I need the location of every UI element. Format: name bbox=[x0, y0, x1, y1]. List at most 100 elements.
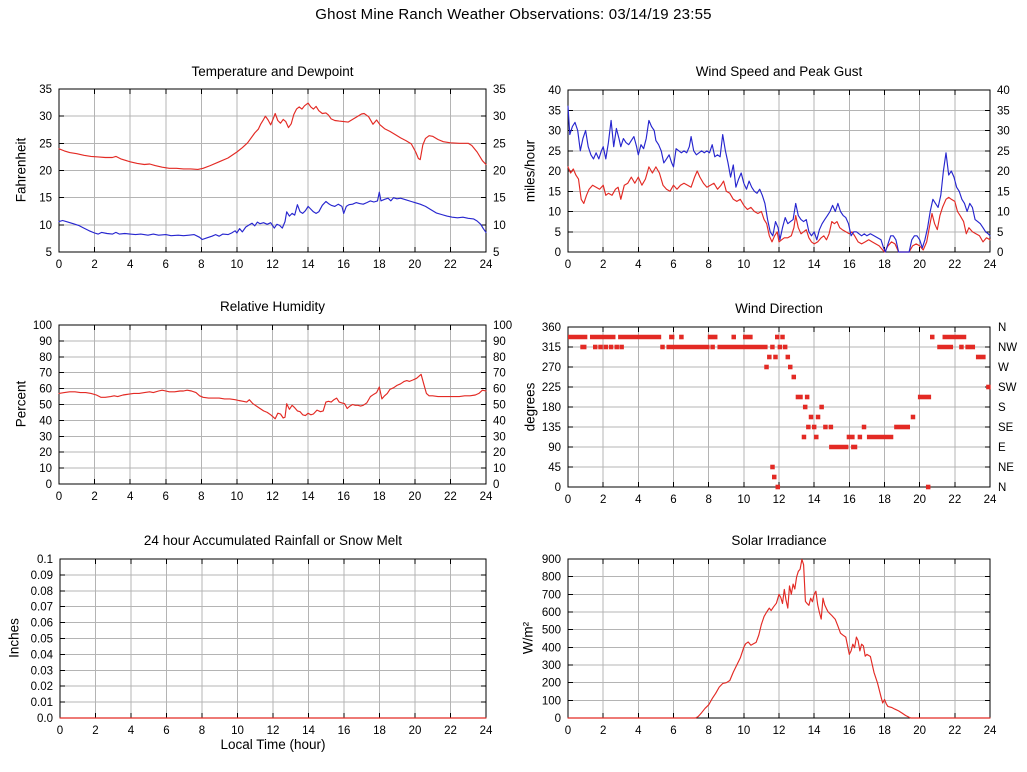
svg-text:25: 25 bbox=[997, 146, 1010, 158]
svg-text:E: E bbox=[998, 442, 1006, 454]
svg-text:22: 22 bbox=[948, 259, 961, 271]
svg-text:400: 400 bbox=[542, 642, 561, 654]
svg-text:20: 20 bbox=[913, 494, 926, 506]
svg-text:50: 50 bbox=[39, 400, 52, 412]
svg-text:225: 225 bbox=[542, 382, 561, 394]
svg-text:24: 24 bbox=[480, 491, 493, 503]
svg-text:10: 10 bbox=[231, 259, 244, 271]
svg-text:8: 8 bbox=[705, 259, 711, 271]
svg-text:8: 8 bbox=[705, 494, 711, 506]
svg-text:6: 6 bbox=[163, 491, 169, 503]
svg-text:0.04: 0.04 bbox=[31, 649, 54, 661]
svg-text:40: 40 bbox=[39, 415, 52, 427]
svg-text:22: 22 bbox=[444, 491, 457, 503]
svg-text:180: 180 bbox=[542, 402, 561, 414]
svg-text:4: 4 bbox=[635, 259, 642, 271]
svg-text:24: 24 bbox=[480, 259, 493, 271]
svg-text:20: 20 bbox=[548, 166, 561, 178]
svg-text:0.01: 0.01 bbox=[31, 697, 53, 709]
chart-title-wind-speed-gust: Wind Speed and Peak Gust bbox=[695, 64, 863, 79]
svg-text:SE: SE bbox=[998, 422, 1014, 434]
svg-text:2: 2 bbox=[92, 725, 98, 737]
svg-text:10: 10 bbox=[493, 463, 506, 475]
chart-rainfall-plot: 0 2 4 6 8 10 12 14 16 18 20 22 240.00.010.020.030.04… bbox=[31, 554, 493, 737]
svg-text:14: 14 bbox=[302, 259, 315, 271]
svg-text:10: 10 bbox=[997, 207, 1010, 219]
svg-text:N: N bbox=[998, 322, 1006, 334]
svg-text:0.1: 0.1 bbox=[37, 554, 53, 566]
chart-wind-direction-plot: 0 2 4 6 8 10 12 14 16 18 20 22 240459013518022527031… bbox=[542, 322, 1017, 506]
svg-text:20: 20 bbox=[913, 725, 926, 737]
svg-text:24: 24 bbox=[984, 259, 997, 271]
svg-text:800: 800 bbox=[542, 572, 561, 584]
svg-text:14: 14 bbox=[302, 491, 315, 503]
svg-text:0.08: 0.08 bbox=[31, 586, 53, 598]
svg-text:2: 2 bbox=[600, 259, 606, 271]
svg-text:100: 100 bbox=[493, 320, 512, 332]
svg-text:5: 5 bbox=[46, 247, 52, 259]
svg-text:600: 600 bbox=[542, 607, 561, 619]
svg-text:12: 12 bbox=[266, 491, 279, 503]
xaxis-label-local-time: Local Time (hour) bbox=[220, 737, 326, 752]
svg-text:2: 2 bbox=[91, 259, 97, 271]
svg-text:16: 16 bbox=[843, 494, 856, 506]
svg-text:12: 12 bbox=[773, 494, 786, 506]
svg-text:16: 16 bbox=[843, 259, 856, 271]
ylabel-fahrenheit: Fahrenheit bbox=[13, 137, 29, 203]
svg-text:10: 10 bbox=[231, 491, 244, 503]
svg-text:6: 6 bbox=[163, 259, 169, 271]
chart-relative-humidity-plot: 0 2 4 6 8 10 12 14 16 18 20 22 240102030405060708090… bbox=[33, 320, 512, 503]
svg-text:300: 300 bbox=[542, 660, 561, 672]
svg-text:8: 8 bbox=[199, 725, 205, 737]
svg-text:8: 8 bbox=[705, 725, 711, 737]
svg-text:0: 0 bbox=[555, 713, 561, 725]
svg-text:270: 270 bbox=[542, 362, 561, 374]
svg-text:35: 35 bbox=[493, 84, 506, 96]
svg-text:8: 8 bbox=[198, 259, 204, 271]
svg-text:5: 5 bbox=[997, 227, 1003, 239]
svg-text:10: 10 bbox=[39, 463, 52, 475]
page-title: Ghost Mine Ranch Weather Observations: 0… bbox=[315, 6, 712, 23]
svg-text:18: 18 bbox=[373, 491, 386, 503]
svg-text:4: 4 bbox=[635, 494, 642, 506]
svg-text:6: 6 bbox=[163, 725, 169, 737]
svg-text:16: 16 bbox=[337, 259, 350, 271]
svg-text:18: 18 bbox=[373, 259, 386, 271]
svg-text:W: W bbox=[998, 362, 1009, 374]
svg-text:35: 35 bbox=[548, 105, 561, 117]
chart-title-rainfall: 24 hour Accumulated Rainfall or Snow Mel… bbox=[143, 533, 403, 548]
svg-text:30: 30 bbox=[493, 111, 506, 123]
svg-text:20: 20 bbox=[39, 166, 52, 178]
svg-text:30: 30 bbox=[493, 431, 506, 443]
svg-text:30: 30 bbox=[997, 126, 1010, 138]
chart-temperature-dewpoint-plot: 0 2 4 6 8 10 12 14 16 18 20 22 245101520253035510152… bbox=[39, 84, 506, 271]
svg-text:25: 25 bbox=[548, 146, 561, 158]
ylabel-inches: Inches bbox=[6, 618, 22, 658]
svg-text:70: 70 bbox=[39, 368, 52, 380]
svg-text:2: 2 bbox=[600, 725, 606, 737]
svg-text:315: 315 bbox=[542, 342, 561, 354]
svg-text:15: 15 bbox=[548, 186, 561, 198]
svg-text:30: 30 bbox=[548, 126, 561, 138]
svg-text:500: 500 bbox=[542, 625, 561, 637]
chart-wind-speed-gust-plot: 0 2 4 6 8 10 12 14 16 18 20 22 240510152025303540051… bbox=[548, 85, 1010, 271]
svg-text:4: 4 bbox=[127, 491, 134, 503]
svg-text:0: 0 bbox=[46, 479, 52, 491]
svg-text:15: 15 bbox=[39, 193, 52, 205]
svg-text:35: 35 bbox=[39, 84, 52, 96]
svg-text:N: N bbox=[998, 482, 1006, 494]
svg-text:60: 60 bbox=[493, 384, 506, 396]
svg-text:90: 90 bbox=[493, 336, 506, 348]
svg-text:0: 0 bbox=[565, 494, 571, 506]
ylabel-degrees: degrees bbox=[522, 382, 538, 432]
svg-text:10: 10 bbox=[39, 220, 52, 232]
svg-text:12: 12 bbox=[267, 725, 280, 737]
svg-text:18: 18 bbox=[373, 725, 386, 737]
svg-text:20: 20 bbox=[493, 447, 506, 459]
svg-text:6: 6 bbox=[670, 259, 676, 271]
svg-text:10: 10 bbox=[493, 220, 506, 232]
svg-text:0.07: 0.07 bbox=[31, 602, 53, 614]
svg-text:4: 4 bbox=[127, 259, 134, 271]
svg-text:12: 12 bbox=[773, 725, 786, 737]
